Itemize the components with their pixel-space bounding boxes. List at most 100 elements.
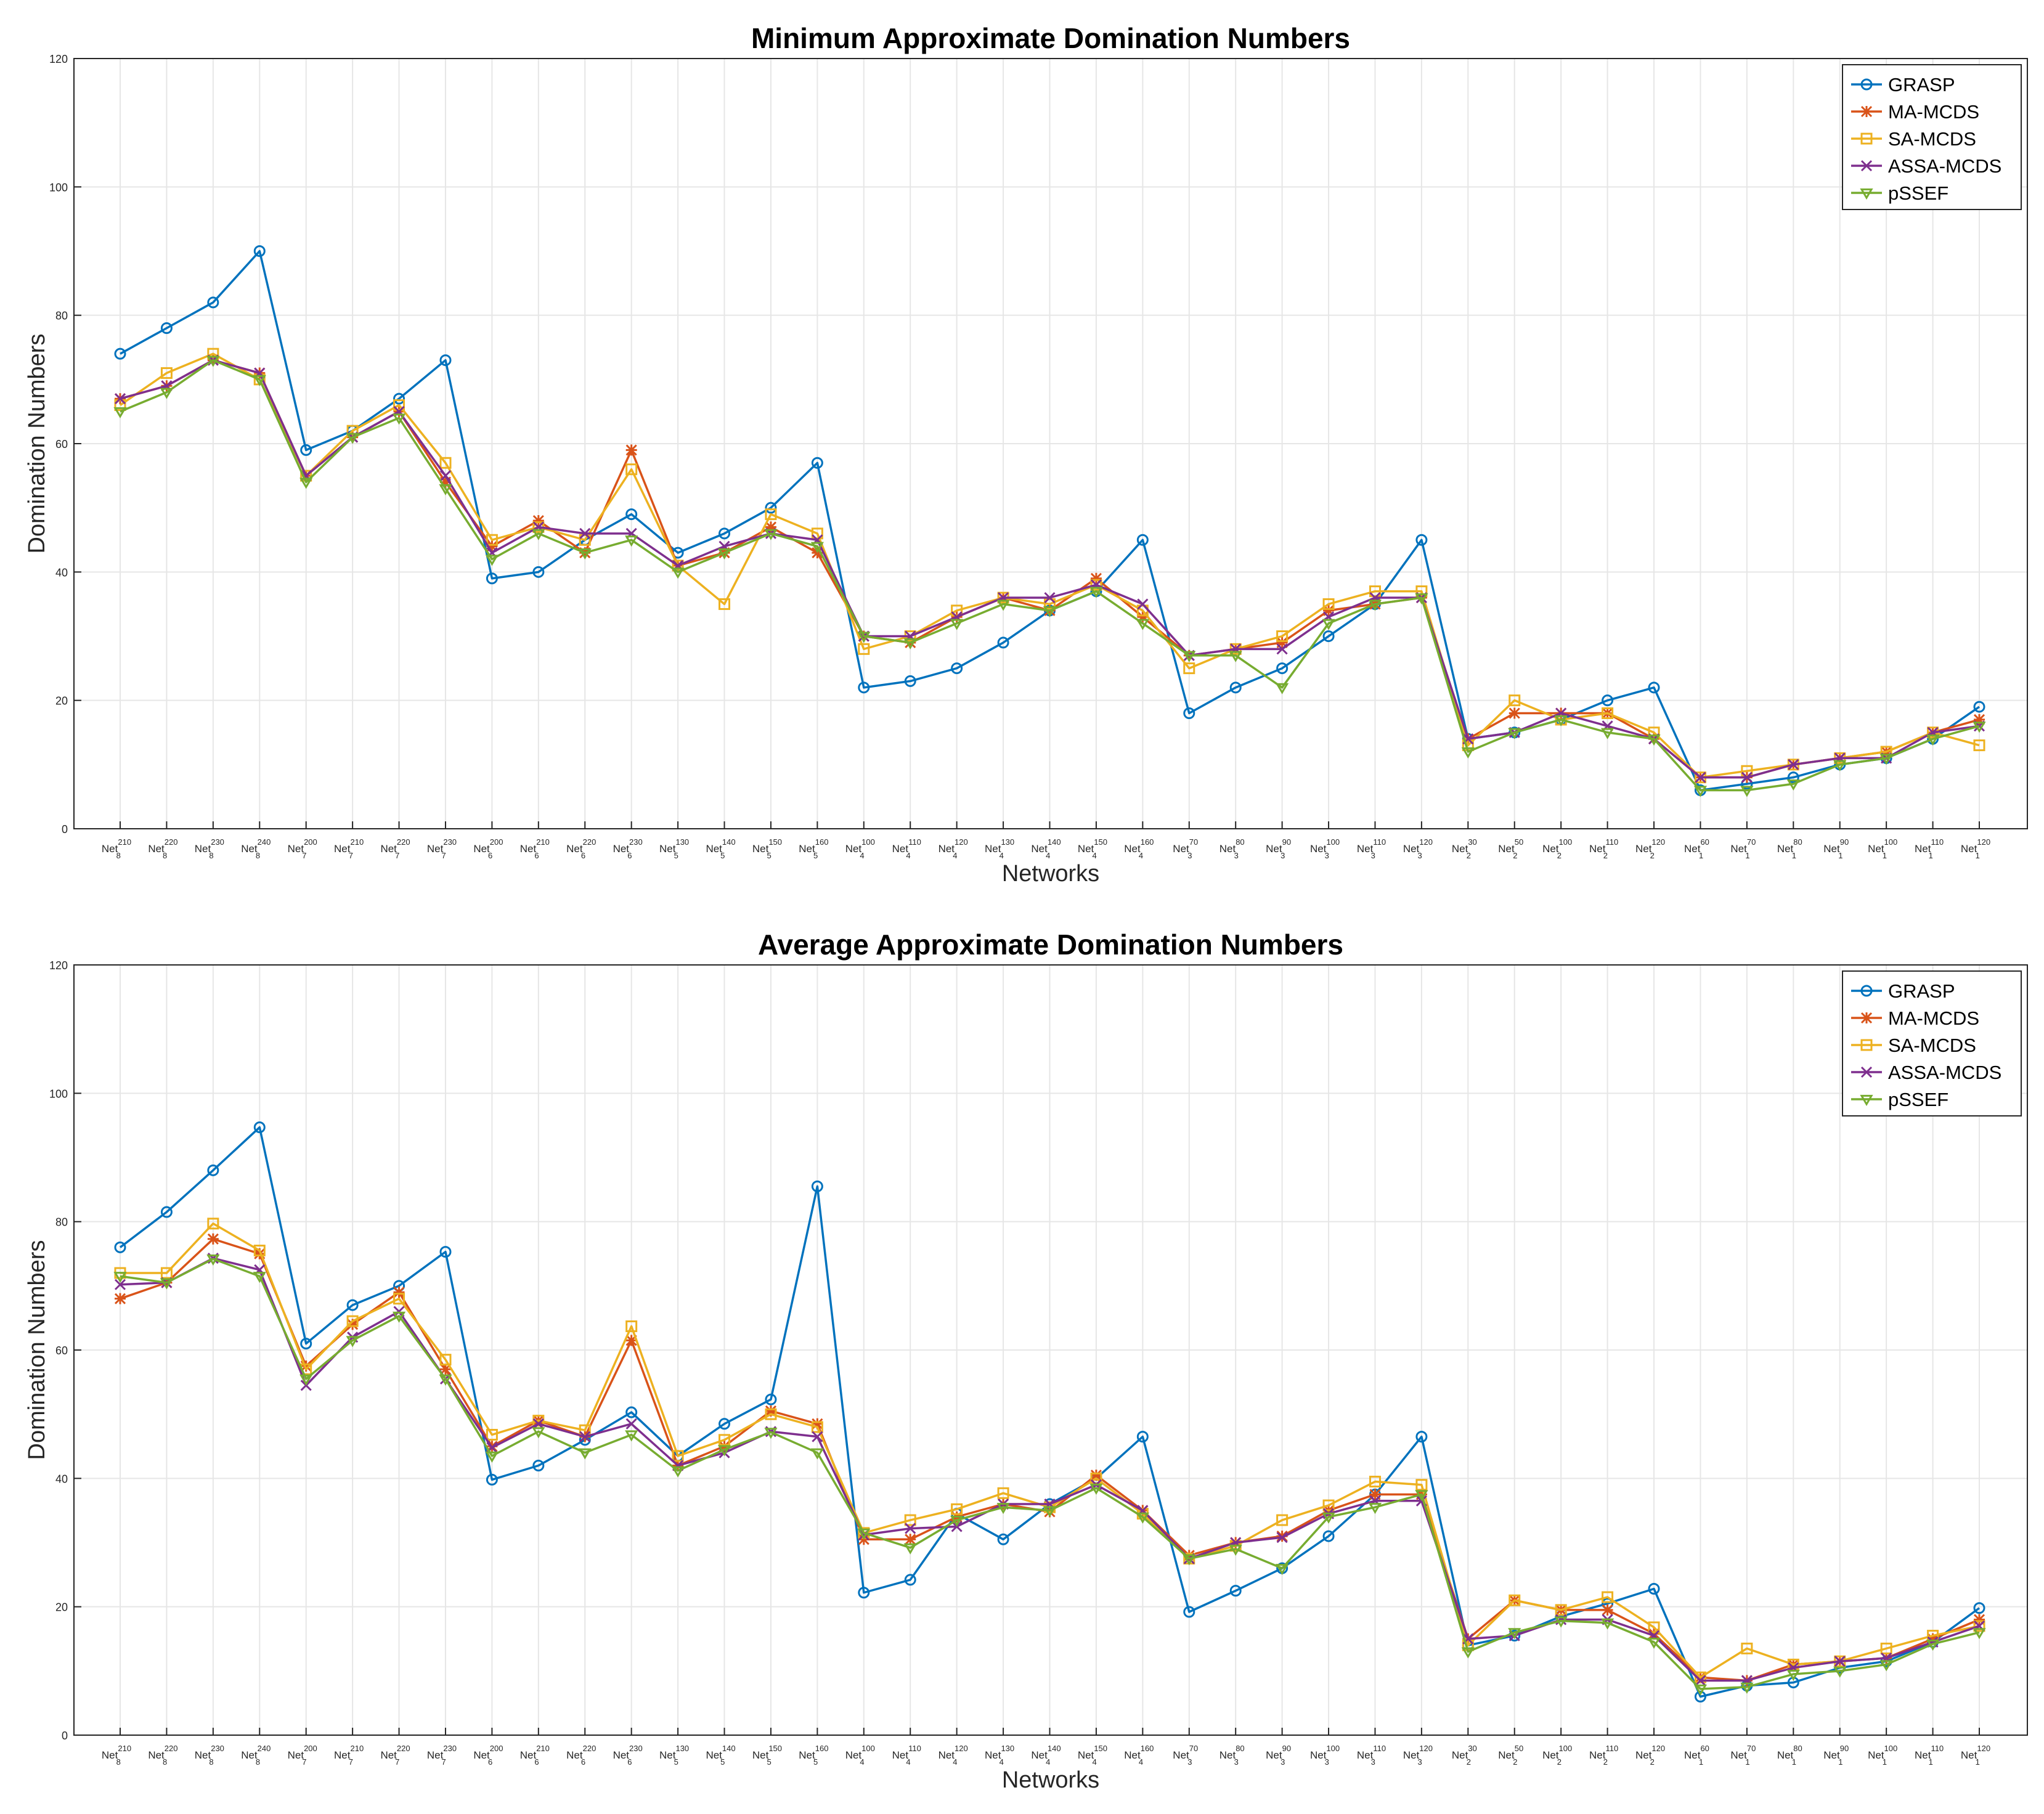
x-tick-label: Net120 2 xyxy=(1635,1744,1665,1767)
x-tick-label: Net210 6 xyxy=(520,1744,550,1767)
data-point xyxy=(160,388,174,399)
data-point xyxy=(857,1528,871,1540)
data-point xyxy=(1602,1591,1614,1603)
data-point xyxy=(625,1335,637,1346)
data-point xyxy=(253,1245,266,1257)
data-point xyxy=(1788,759,1799,770)
data-point xyxy=(579,527,591,539)
chart-title: Minimum Approximate Domination Numbers xyxy=(751,22,1350,54)
x-tick-label: Net220 6 xyxy=(566,1744,596,1767)
data-point xyxy=(1089,587,1103,598)
x-tick-label: Net50 2 xyxy=(1498,1744,1523,1767)
data-point xyxy=(1647,1637,1661,1649)
data-point xyxy=(858,1587,870,1599)
x-tick-label: Net100 4 xyxy=(845,837,875,860)
x-tick-label: Net100 1 xyxy=(1868,837,1897,860)
series-line xyxy=(120,359,1980,792)
x-tick-label: Net130 5 xyxy=(659,1744,689,1767)
data-point xyxy=(439,1246,452,1258)
data-point xyxy=(1927,1633,1939,1645)
data-point xyxy=(764,529,778,540)
x-tick-label: Net110 1 xyxy=(1915,837,1944,860)
data-point xyxy=(1415,534,1428,546)
data-point xyxy=(532,1460,545,1471)
data-point xyxy=(1741,771,1753,783)
x-tick-label: Net230 6 xyxy=(613,837,643,860)
legend-label: GRASP xyxy=(1888,74,1955,96)
data-point xyxy=(765,521,777,533)
series-pssef xyxy=(113,356,1986,797)
y-tick-label: 80 xyxy=(55,310,68,322)
data-point xyxy=(1090,1470,1102,1481)
data-point xyxy=(672,1450,684,1462)
data-point xyxy=(719,598,731,610)
data-point xyxy=(114,393,126,405)
x-tick-label: Net140 4 xyxy=(1031,837,1061,860)
x-tick-label: Net100 4 xyxy=(845,1744,875,1767)
data-point xyxy=(1136,1431,1149,1443)
data-point xyxy=(1509,1594,1521,1606)
chart-svg-average: Average Approximate Domination Numbers 0 2… xyxy=(24,929,2028,1793)
x-tick-label: Net210 8 xyxy=(102,1744,131,1767)
data-point xyxy=(671,567,685,579)
data-point xyxy=(1833,1666,1847,1678)
data-point xyxy=(1369,585,1381,598)
data-point xyxy=(625,1406,638,1418)
data-point xyxy=(812,1431,823,1442)
data-point xyxy=(532,1415,545,1427)
data-point xyxy=(625,1430,638,1442)
data-point xyxy=(485,1451,499,1463)
x-tick-label: Net30 2 xyxy=(1452,837,1477,860)
x-tick-label: Net70 1 xyxy=(1730,1744,1756,1767)
data-point xyxy=(160,1206,173,1218)
data-point xyxy=(346,433,359,444)
data-point xyxy=(346,1336,359,1348)
data-point xyxy=(439,470,452,482)
data-point xyxy=(579,1431,591,1442)
data-point xyxy=(114,1279,126,1290)
data-point xyxy=(1508,1628,1521,1640)
data-point xyxy=(1461,1647,1475,1659)
data-point xyxy=(1276,1532,1288,1544)
data-point xyxy=(1973,1628,1986,1640)
data-point xyxy=(765,502,777,514)
data-point xyxy=(1602,707,1614,719)
x-tick-label: Net90 1 xyxy=(1823,1744,1849,1767)
x-tick-label: Net230 6 xyxy=(613,1744,643,1767)
data-point xyxy=(1647,734,1661,746)
data-point xyxy=(996,600,1010,611)
chart-title: Average Approximate Domination Numbers xyxy=(758,929,1343,961)
data-point xyxy=(1322,1530,1335,1542)
x-axis-label: Networks xyxy=(1002,861,1099,887)
x-tick-label: Net210 7 xyxy=(334,837,364,860)
x-tick-label: Net120 3 xyxy=(1403,1744,1433,1767)
data-point xyxy=(253,375,266,386)
data-point xyxy=(996,1503,1010,1515)
data-point xyxy=(625,1418,637,1430)
x-tick-label: Net110 4 xyxy=(892,1744,921,1767)
data-point xyxy=(1648,681,1660,694)
data-point xyxy=(1183,707,1195,719)
data-point xyxy=(811,527,823,540)
x-tick-label: Net140 4 xyxy=(1031,1744,1061,1767)
data-point xyxy=(1880,1642,1892,1654)
x-tick-label: Net80 1 xyxy=(1777,837,1802,860)
x-tick-label: Net70 3 xyxy=(1173,1744,1198,1767)
data-point xyxy=(765,1393,777,1405)
data-point xyxy=(764,1428,778,1439)
data-point xyxy=(1973,1614,1985,1625)
data-point xyxy=(486,540,498,552)
data-point xyxy=(299,478,313,489)
data-point xyxy=(719,1418,731,1430)
x-tick-label: Net60 1 xyxy=(1684,1744,1709,1767)
data-point xyxy=(300,1338,312,1350)
data-point xyxy=(114,348,126,360)
data-point xyxy=(300,1360,312,1372)
data-point xyxy=(1879,1660,1893,1672)
data-point xyxy=(1137,611,1149,623)
data-point xyxy=(439,1354,452,1366)
data-point xyxy=(672,559,684,572)
data-point xyxy=(206,1254,220,1266)
y-axis-label: Domination Numbers xyxy=(24,1240,50,1460)
data-point xyxy=(346,1299,359,1311)
